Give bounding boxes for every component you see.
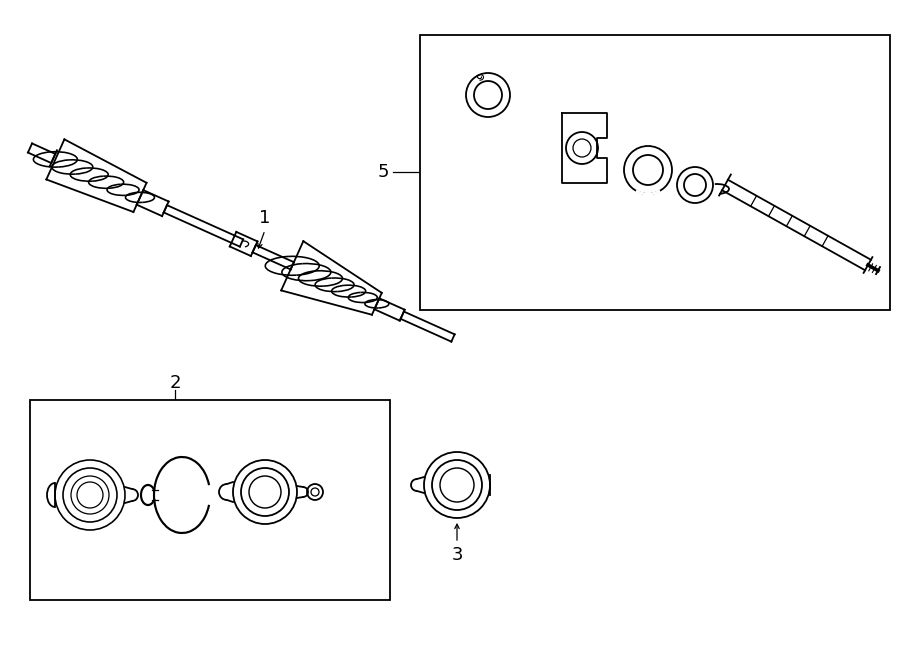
Text: 6: 6	[594, 211, 606, 229]
Text: 3: 3	[451, 546, 463, 564]
Text: 1: 1	[259, 209, 271, 227]
Text: 4: 4	[249, 558, 261, 576]
Bar	[420, 35, 890, 310]
Bar	[30, 400, 390, 600]
Text: 8: 8	[680, 239, 690, 257]
Text: 7: 7	[504, 188, 516, 206]
Text: 5: 5	[377, 163, 389, 181]
Text: 2: 2	[169, 374, 181, 392]
